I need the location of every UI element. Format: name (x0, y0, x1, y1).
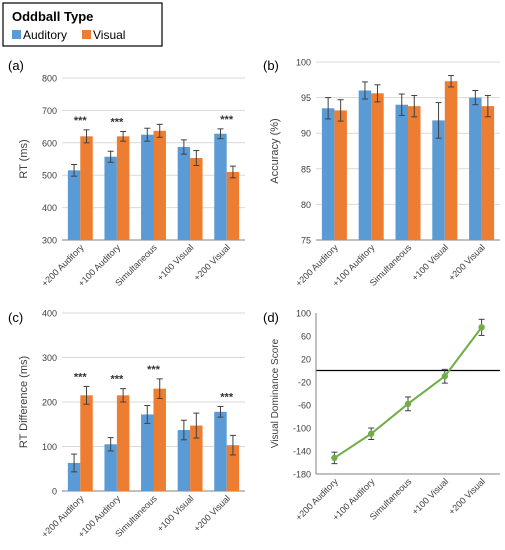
bar-visual (153, 388, 166, 491)
legend-label-visual: Visual (93, 28, 125, 42)
significance-label: *** (110, 116, 124, 128)
data-point (404, 400, 412, 408)
y-tick-label: 75 (301, 236, 311, 246)
y-tick-label: -140 (293, 447, 311, 457)
bar-visual (80, 395, 93, 491)
bar-visual (226, 445, 240, 491)
bar-visual (444, 81, 458, 240)
panel-label-d: (d) (263, 310, 279, 325)
panel-label-a: (a) (8, 58, 24, 73)
y-tick-label: 80 (301, 200, 311, 210)
x-tick-label: +200 Visual (447, 476, 487, 516)
y-axis-label: Accuracy (%) (269, 118, 281, 183)
data-point (478, 324, 485, 331)
y-tick-label: 400 (42, 203, 57, 213)
significance-label: *** (147, 364, 161, 376)
y-tick-label: -20 (298, 378, 311, 388)
y-tick-label: 200 (42, 398, 57, 408)
bar-auditory (104, 444, 117, 491)
bar-visual (116, 136, 130, 240)
y-tick-label: 95 (301, 93, 311, 103)
data-point (441, 373, 448, 380)
y-axis-label: Visual Dominance Score (270, 338, 281, 448)
y-tick-label: 20 (301, 355, 311, 365)
bar-auditory (321, 108, 335, 240)
bar-auditory (141, 134, 154, 240)
bar-auditory (214, 133, 227, 240)
bar-auditory (358, 90, 372, 240)
bar-auditory (177, 430, 191, 491)
bar-visual (408, 106, 421, 240)
bar-visual (153, 130, 166, 240)
y-tick-label: 100 (42, 442, 57, 452)
bar-visual (190, 158, 203, 240)
y-tick-label: 600 (42, 138, 57, 148)
legend-swatch-auditory (12, 30, 21, 39)
y-tick-label: 500 (42, 171, 57, 181)
y-tick-label: -60 (298, 401, 311, 411)
x-tick-label: +200 Visual (192, 242, 232, 282)
chart-panel-d: -180 -140 -100 -60 -20 20 60 100 Visual Dominanc… (270, 309, 500, 523)
data-point (368, 430, 375, 437)
y-tick-label: 90 (301, 129, 311, 139)
legend-label-auditory: Auditory (23, 28, 67, 42)
x-tick-label: +200 Visual (192, 493, 232, 533)
bar-visual (481, 106, 495, 240)
series-line (333, 326, 483, 459)
y-tick-label: 700 (42, 106, 57, 116)
bar-visual (334, 110, 347, 240)
x-tick-label: +100 Visual (155, 242, 195, 282)
y-tick-label: 100 (296, 58, 311, 68)
bar-visual (80, 136, 93, 240)
y-tick-label: 800 (42, 74, 57, 84)
y-tick-label: 400 (42, 309, 57, 319)
significance-label: *** (74, 371, 88, 383)
bar-auditory (177, 147, 191, 240)
bar-auditory (432, 120, 445, 240)
bar-visual (371, 93, 384, 240)
y-axis-label: RT (ms) (18, 139, 30, 178)
bar-auditory (67, 462, 81, 491)
x-tick-label: +100 Visual (410, 476, 450, 516)
bar-visual (116, 395, 130, 491)
y-tick-label: -180 (293, 470, 311, 480)
bar-visual (190, 425, 203, 491)
panel-label-b: (b) (263, 58, 279, 73)
panel-label-c: (c) (8, 310, 23, 325)
legend: Oddball Type Auditory Visual (2, 2, 163, 47)
bar-auditory (395, 104, 408, 240)
y-tick-label: 300 (42, 236, 57, 246)
significance-label: *** (110, 374, 124, 386)
legend-swatch-visual (82, 30, 91, 39)
bar-auditory (141, 414, 154, 491)
bar-auditory (214, 411, 227, 491)
x-tick-label: +100 Visual (410, 242, 450, 282)
bar-auditory (104, 156, 117, 240)
y-tick-label: 85 (301, 164, 311, 174)
y-axis-label: RT Difference (ms) (18, 356, 30, 448)
y-tick-label: 100 (296, 309, 311, 319)
data-point (331, 454, 338, 462)
y-tick-label: 60 (301, 332, 311, 342)
significance-label: *** (220, 114, 234, 126)
y-tick-label: 300 (42, 353, 57, 363)
bar-auditory (67, 170, 81, 240)
significance-label: *** (220, 391, 234, 403)
y-tick-label: 0 (52, 487, 57, 497)
significance-label: *** (74, 115, 88, 127)
x-tick-label: +200 Visual (447, 242, 487, 282)
legend-title: Oddball Type (12, 9, 93, 24)
bar-auditory (469, 97, 482, 240)
bar-visual (226, 171, 240, 240)
y-tick-label: -100 (293, 424, 311, 434)
x-tick-label: +100 Visual (155, 493, 195, 533)
